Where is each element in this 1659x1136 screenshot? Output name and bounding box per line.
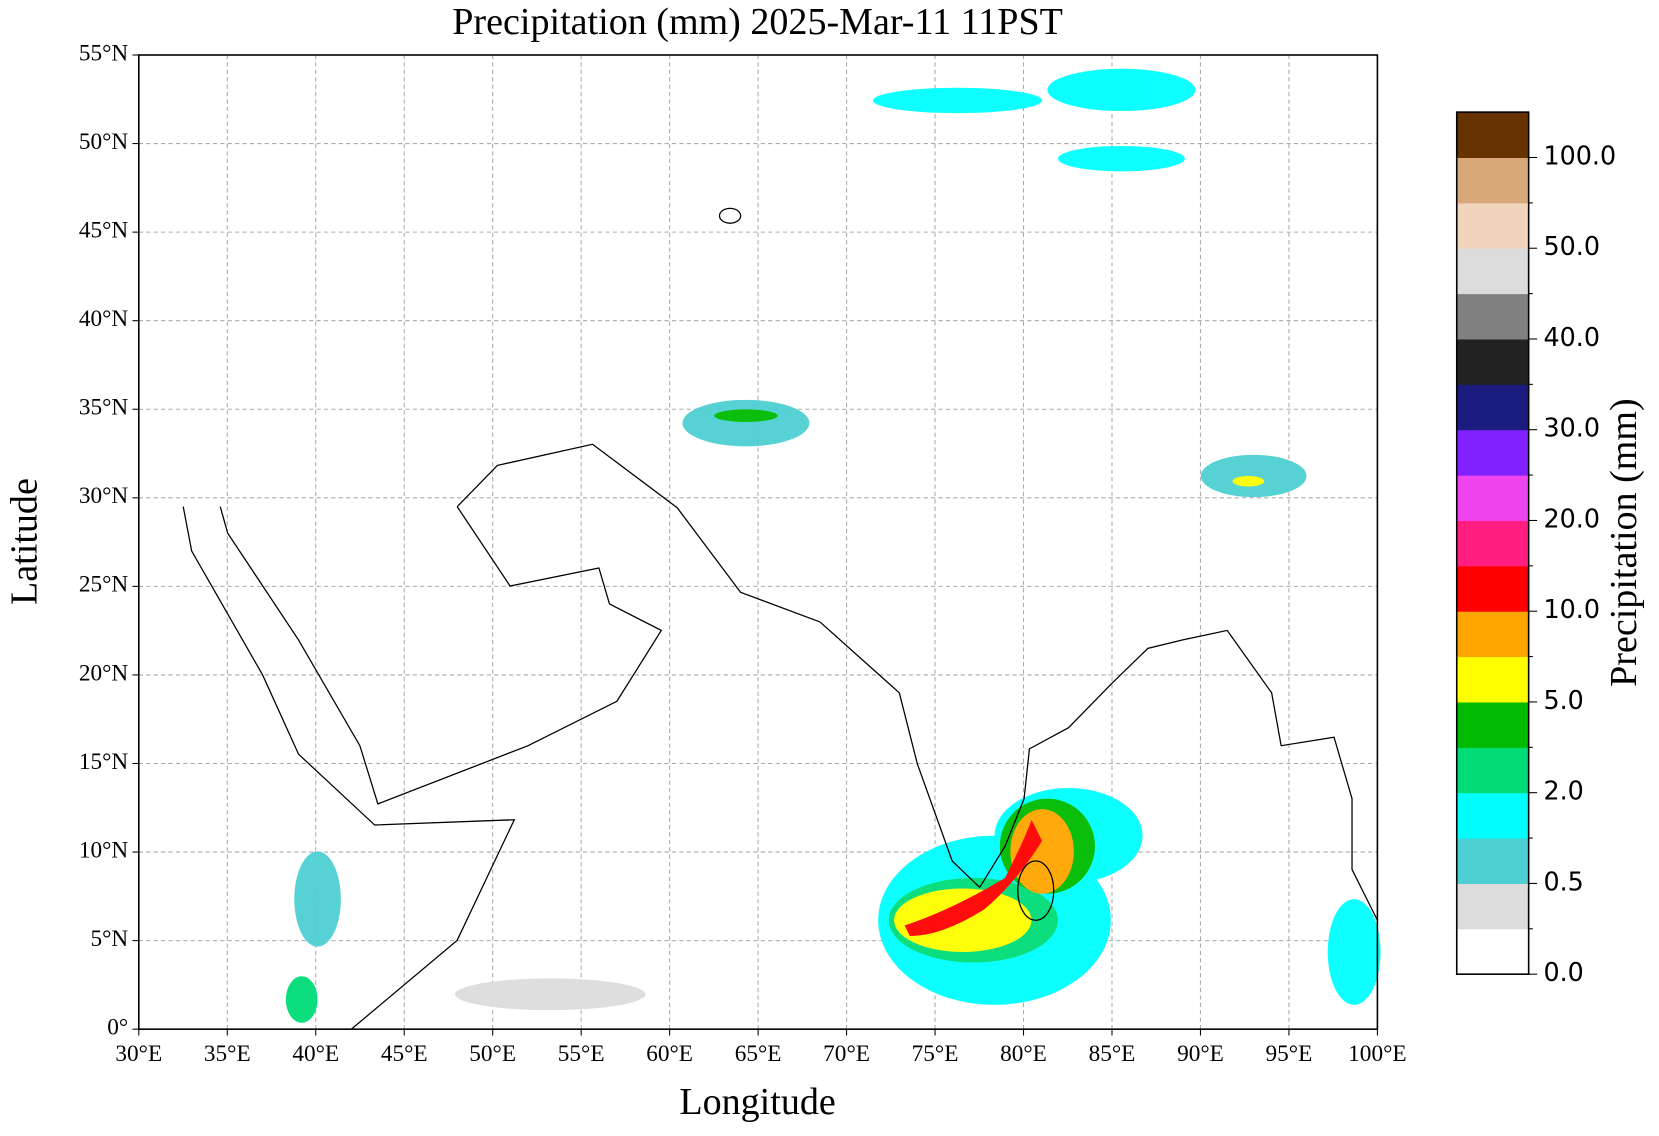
colorbar-bin xyxy=(1456,838,1529,884)
rain-area xyxy=(1047,68,1196,112)
y-tick-label: 5°N xyxy=(90,926,128,952)
island xyxy=(1017,860,1055,921)
colorbar-bin xyxy=(1456,520,1529,567)
colorbar-bin xyxy=(1456,202,1529,249)
rain-area xyxy=(1232,475,1265,487)
x-tick-label: 75°E xyxy=(912,1041,959,1067)
x-tick-label: 90°E xyxy=(1177,1041,1224,1067)
x-tick-label: 70°E xyxy=(823,1041,870,1067)
x-tick-label: 35°E xyxy=(204,1041,251,1067)
colorbar-tick-label: 0.5 xyxy=(1543,866,1583,896)
x-tick-label: 65°E xyxy=(735,1041,782,1067)
colorbar-tick-label: 2.0 xyxy=(1543,776,1583,806)
colorbar-bin xyxy=(1456,248,1529,295)
rain-area xyxy=(1200,454,1307,498)
colorbar-bin xyxy=(1456,475,1529,521)
x-tick-label: 95°E xyxy=(1266,1041,1313,1067)
rain-area xyxy=(714,409,778,423)
colorbar-bin xyxy=(1456,112,1529,159)
colorbar-bin xyxy=(1456,565,1529,612)
x-tick-label: 45°E xyxy=(381,1041,428,1067)
colorbar-tick-label: 5.0 xyxy=(1543,685,1583,715)
y-tick-label: 20°N xyxy=(79,660,129,686)
y-tick-label: 50°N xyxy=(79,129,129,155)
rain-area xyxy=(1057,145,1185,172)
colorbar-tick-label: 100.0 xyxy=(1543,140,1616,170)
colorbar-tick-label: 30.0 xyxy=(1543,413,1600,443)
colorbar-tick-label: 0.0 xyxy=(1543,957,1583,987)
rain-area xyxy=(904,819,1043,937)
colorbar-bin xyxy=(1456,384,1529,431)
coastline xyxy=(819,621,1378,921)
colorbar-tick-label: 50.0 xyxy=(1543,231,1600,261)
colorbar-label: Precipitation (mm) xyxy=(1603,398,1645,687)
colorbar-bin xyxy=(1456,701,1529,748)
coastline xyxy=(219,506,663,805)
colorbar-bin xyxy=(1456,611,1529,658)
colorbar-frame xyxy=(1455,111,1530,975)
y-tick-label: 15°N xyxy=(79,749,129,775)
y-tick-label: 40°N xyxy=(79,306,129,332)
y-tick-label: 30°N xyxy=(79,483,129,509)
coastline xyxy=(456,443,821,623)
y-tick-label: 35°N xyxy=(79,395,129,421)
colorbar-bin xyxy=(1456,157,1529,204)
y-axis-label: Latitude xyxy=(3,478,45,605)
colorbar-bin xyxy=(1456,883,1529,930)
y-tick-label: 55°N xyxy=(79,40,129,66)
rain-area xyxy=(294,851,341,947)
rain-area xyxy=(872,87,1043,114)
colorbar-bin xyxy=(1456,928,1529,975)
x-tick-label: 30°E xyxy=(115,1041,162,1067)
y-tick-label: 10°N xyxy=(79,837,129,863)
colorbar-tick-label: 40.0 xyxy=(1543,322,1600,352)
x-axis-label: Longitude xyxy=(679,1081,835,1123)
title: Precipitation (mm) 2025-Mar-11 11PST xyxy=(452,1,1063,43)
colorbar: 0.0 0.5 2.0 5.0 10.0 20.0 30.0 40.0 50.0 100.0 xyxy=(1455,111,1616,987)
y-tick-label: 0° xyxy=(107,1015,128,1041)
precipitation xyxy=(285,68,1381,1023)
colorbar-bin xyxy=(1456,429,1529,476)
x-tick-label: 40°E xyxy=(292,1041,339,1067)
colorbar-bin xyxy=(1456,338,1529,385)
colorbar-tick-label: 10.0 xyxy=(1543,594,1600,624)
rain-area xyxy=(455,978,646,1011)
colorbar-bin xyxy=(1456,792,1529,839)
colorbar-bin xyxy=(1456,747,1529,794)
x-tick-label: 80°E xyxy=(1000,1041,1047,1067)
colorbar-bin xyxy=(1456,656,1529,703)
x-tick-label: 55°E xyxy=(558,1041,605,1067)
x-tick-label: 50°E xyxy=(469,1041,516,1067)
rain-area xyxy=(682,399,810,447)
x-tick-label: 60°E xyxy=(646,1041,693,1067)
lake xyxy=(718,207,742,224)
coastlines xyxy=(182,207,1378,1030)
rain-area xyxy=(285,976,318,1023)
colorbar-tick-label: 20.0 xyxy=(1543,503,1600,533)
rain-area xyxy=(1010,809,1074,894)
coastline xyxy=(182,506,516,1030)
colorbar-bin xyxy=(1456,293,1529,340)
y-tick-label: 45°N xyxy=(79,217,129,243)
rain-area xyxy=(1327,899,1381,1005)
y-tick-label: 25°N xyxy=(79,572,129,598)
x-tick-label: 85°E xyxy=(1089,1041,1136,1067)
x-tick-label: 100°E xyxy=(1348,1041,1406,1067)
